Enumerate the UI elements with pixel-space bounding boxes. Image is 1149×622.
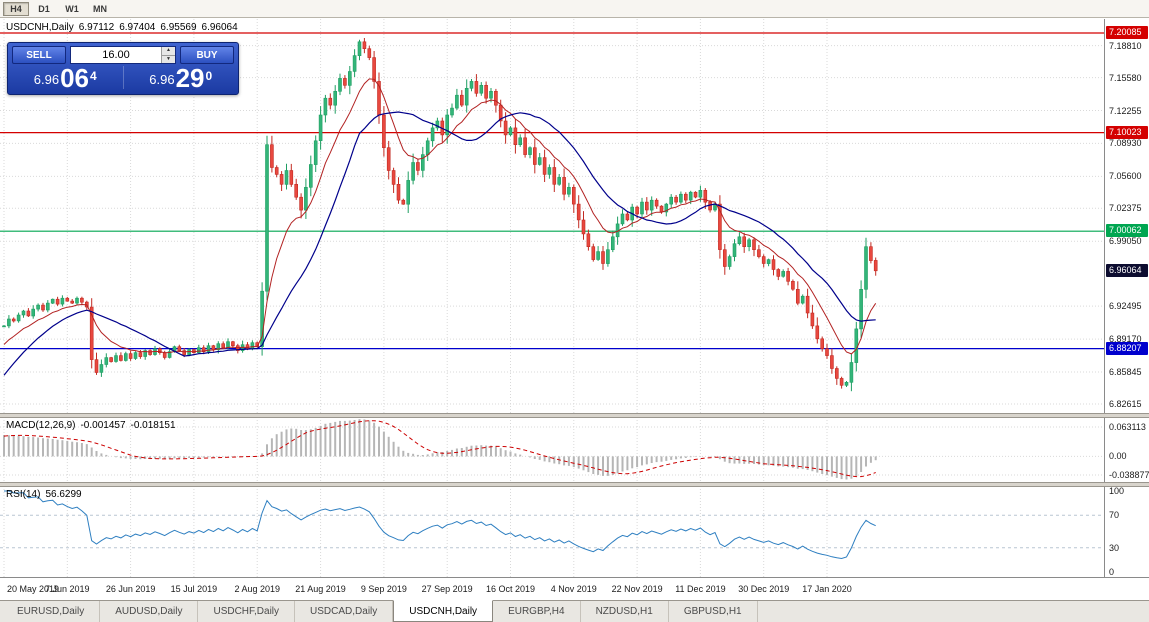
tab-gbpusd-h1[interactable]: GBPUSD,H1 bbox=[669, 601, 758, 622]
price-scale-label: 7.12255 bbox=[1109, 105, 1142, 116]
sell-price-base: 6.96 bbox=[33, 72, 60, 88]
timeframe-mn-button[interactable]: MN bbox=[87, 2, 113, 16]
bar-open: 6.97112 bbox=[78, 22, 115, 33]
one-click-trading-panel: SELL 16.00 ▲ ▼ BUY 6.96 06 4 6.96 29 0 bbox=[7, 42, 239, 96]
price-scale-label: 7.18810 bbox=[1109, 40, 1142, 51]
macd-name: MACD(12,26,9) bbox=[6, 420, 76, 431]
bar-high: 6.97404 bbox=[119, 22, 156, 33]
rsi-scale-label: 0 bbox=[1109, 567, 1115, 577]
tab-nzdusd-h1[interactable]: NZDUSD,H1 bbox=[581, 601, 669, 622]
support-line-blue-price-tag: 6.88207 bbox=[1106, 341, 1148, 355]
macd-indicator-pane[interactable] bbox=[0, 417, 1104, 483]
macd-signal-value: -0.018151 bbox=[130, 420, 176, 431]
date-label: 20 May 2019 bbox=[6, 584, 60, 594]
buy-price-pips: 29 bbox=[175, 63, 205, 93]
buy-price[interactable]: 6.96 29 0 bbox=[122, 63, 239, 93]
price-scale-label: 6.82615 bbox=[1109, 398, 1142, 409]
rsi-label: RSI(14) 56.6299 bbox=[6, 489, 82, 500]
timeframe-d1-button[interactable]: D1 bbox=[31, 2, 57, 16]
macd-label: MACD(12,26,9) -0.001457 -0.018151 bbox=[6, 420, 176, 431]
timeframe-toolbar: H4 D1 W1 MN bbox=[0, 0, 1149, 18]
trade-panel-prices: 6.96 06 4 6.96 29 0 bbox=[8, 63, 239, 94]
date-label: 7 Jun 2019 bbox=[45, 584, 90, 594]
price-scale-label: 6.85845 bbox=[1109, 366, 1142, 377]
current-price-tag: 6.96064 bbox=[1106, 263, 1148, 277]
ma-fast-line bbox=[3, 78, 877, 355]
date-label: 27 Sep 2019 bbox=[421, 584, 473, 594]
volume-input[interactable]: 16.00 ▲ ▼ bbox=[70, 46, 176, 64]
price-scale-label: 7.08930 bbox=[1109, 138, 1142, 149]
sell-price[interactable]: 6.96 06 4 bbox=[8, 63, 123, 93]
date-label: 4 Nov 2019 bbox=[550, 584, 597, 594]
sell-button[interactable]: SELL bbox=[12, 46, 66, 64]
tab-usdcad-daily[interactable]: USDCAD,Daily bbox=[295, 601, 394, 622]
price-chart[interactable] bbox=[0, 19, 1104, 414]
date-label: 11 Dec 2019 bbox=[675, 584, 726, 594]
price-scale-label: 7.02375 bbox=[1109, 203, 1142, 214]
resistance-line-2-price-tag: 7.10023 bbox=[1106, 125, 1148, 139]
rsi-line bbox=[4, 490, 876, 560]
tab-usdchf-daily[interactable]: USDCHF,Daily bbox=[198, 601, 296, 622]
ma-slow-line bbox=[3, 111, 876, 376]
volume-up-icon[interactable]: ▲ bbox=[162, 47, 175, 56]
date-label: 17 Jan 2020 bbox=[802, 584, 852, 594]
buy-price-base: 6.96 bbox=[149, 72, 175, 88]
price-scale-label: 7.15580 bbox=[1109, 72, 1142, 83]
bar-close: 6.96064 bbox=[201, 22, 238, 33]
sell-price-point: 4 bbox=[90, 69, 97, 83]
tab-eurgbp-h4[interactable]: EURGBP,H4 bbox=[493, 601, 581, 622]
rsi-scale-label: 70 bbox=[1109, 510, 1120, 521]
rsi-value: 56.6299 bbox=[45, 489, 82, 500]
price-scale-label: 6.99050 bbox=[1109, 236, 1142, 247]
volume-spinner: ▲ ▼ bbox=[161, 47, 175, 63]
price-scale-label: 7.05600 bbox=[1109, 171, 1142, 182]
macd-scale-zero: 0.00 bbox=[1109, 451, 1127, 462]
date-label: 15 Jul 2019 bbox=[170, 584, 218, 594]
tab-eurusd-daily[interactable]: EURUSD,Daily bbox=[2, 601, 101, 622]
time-axis[interactable]: 20 May 2019 7 Jun 2019 26 Jun 2019 15 Jul 2… bbox=[0, 577, 1149, 600]
price-scale-label: 6.89170 bbox=[1109, 334, 1142, 345]
date-label: 16 Oct 2019 bbox=[485, 584, 535, 594]
macd-scale-max: 0.063113 bbox=[1109, 422, 1146, 432]
volume-down-icon[interactable]: ▼ bbox=[162, 55, 175, 63]
date-label: 9 Sep 2019 bbox=[360, 584, 407, 594]
pane-separator-rsi[interactable] bbox=[0, 482, 1149, 487]
resistance-line-1-price-tag: 7.20085 bbox=[1106, 26, 1148, 39]
macd-signal-line bbox=[3, 420, 876, 478]
tab-usdcnh-daily[interactable]: USDCNH,Daily bbox=[393, 600, 494, 622]
macd-scale-min: -0.038877 bbox=[1109, 470, 1149, 480]
sell-price-pips: 06 bbox=[60, 63, 90, 93]
rsi-name: RSI(14) bbox=[6, 489, 41, 500]
chart-tabs-bar: EURUSD,Daily AUDUSD,Daily USDCHF,Daily U… bbox=[0, 600, 1149, 622]
rsi-indicator-pane[interactable] bbox=[0, 486, 1104, 577]
buy-button[interactable]: BUY bbox=[180, 46, 234, 64]
symbol-name: USDCNH,Daily bbox=[6, 22, 74, 33]
price-scale[interactable]: 7.18810 7.15580 7.12255 7.08930 7.05600 7.023… bbox=[1104, 19, 1149, 577]
chart-window: USDCNH,Daily 6.97112 6.97404 6.95569 6.9… bbox=[0, 19, 1149, 600]
timeframe-h4-button[interactable]: H4 bbox=[3, 1, 29, 16]
tab-audusd-daily[interactable]: AUDUSD,Daily bbox=[100, 601, 199, 622]
timeframe-w1-button[interactable]: W1 bbox=[59, 2, 85, 16]
rsi-scale-label: 100 bbox=[1109, 486, 1125, 496]
date-label: 26 Jun 2019 bbox=[105, 584, 156, 594]
price-scale-label: 6.92495 bbox=[1109, 301, 1142, 312]
trade-panel-controls: SELL 16.00 ▲ ▼ BUY bbox=[8, 43, 238, 66]
bar-low: 6.95569 bbox=[160, 22, 197, 33]
buy-price-point: 0 bbox=[205, 69, 213, 83]
chart-symbol-label: USDCNH,Daily 6.97112 6.97404 6.95569 6.9… bbox=[6, 22, 238, 33]
volume-value[interactable]: 16.00 bbox=[102, 49, 130, 61]
date-label: 22 Nov 2019 bbox=[611, 584, 663, 594]
pane-separator-macd[interactable] bbox=[0, 413, 1149, 418]
date-label: 21 Aug 2019 bbox=[295, 584, 346, 594]
support-line-green-price-tag: 7.00062 bbox=[1106, 224, 1148, 238]
date-label: 30 Dec 2019 bbox=[738, 584, 790, 594]
date-label: 2 Aug 2019 bbox=[234, 584, 280, 594]
rsi-scale-label: 30 bbox=[1109, 542, 1120, 553]
macd-value: -0.001457 bbox=[80, 420, 126, 431]
